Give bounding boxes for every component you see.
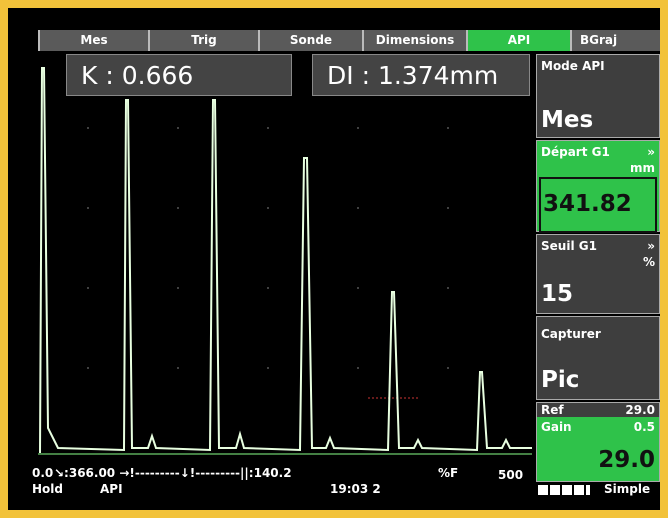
mode-panel[interactable]: Mode API Mes <box>536 54 660 138</box>
start-panel[interactable]: Départ G1 » mm 341.82 <box>536 140 660 233</box>
tab[interactable]: Mes <box>38 30 148 51</box>
grid-dots <box>87 127 449 369</box>
arrow: » <box>647 239 655 253</box>
status-time: 19:03 2 <box>330 482 381 496</box>
status-mode: API <box>100 482 123 496</box>
gain-panel[interactable]: Ref 29.0 Gain 0.5 29.0 <box>536 402 660 482</box>
capture-panel[interactable]: Capturer Pic <box>536 316 660 400</box>
label: Départ G1 <box>541 145 610 159</box>
k-readout: K : 0.666 <box>66 54 292 96</box>
value: 341.82 <box>543 191 632 217</box>
label: Capturer <box>541 327 601 341</box>
threshold-panel[interactable]: Seuil G1 » % 15 <box>536 234 660 314</box>
waveform <box>39 67 532 454</box>
value: Mes <box>541 107 594 133</box>
tab[interactable]: Trig <box>148 30 258 51</box>
tab[interactable]: BGraj <box>570 30 660 51</box>
tab[interactable]: Sonde <box>258 30 362 51</box>
value: 29.0 <box>598 447 655 473</box>
value: 0.5 <box>633 420 655 434</box>
tab[interactable]: API <box>466 30 570 51</box>
status-left: 0.0 <box>32 466 54 480</box>
status-scale: ↘:366.00 →!---------↓!---------||:140.2 <box>54 466 292 480</box>
status-unit: %F <box>438 466 459 480</box>
unit: % <box>642 255 655 269</box>
status-simple: Simple <box>604 482 651 496</box>
status-hold: Hold <box>32 482 63 496</box>
label: Ref <box>541 403 564 417</box>
label: Mode API <box>541 59 605 73</box>
status-right: 500 <box>498 468 524 482</box>
device-screen: Mes Trig Sonde Dimensions API BGraj K : … <box>8 8 660 510</box>
value: 15 <box>541 281 574 307</box>
label: Seuil G1 <box>541 239 597 253</box>
value: 29.0 <box>625 403 655 417</box>
tab[interactable]: Dimensions <box>362 30 466 51</box>
waveform-area <box>38 67 532 455</box>
unit: mm <box>629 161 655 175</box>
battery <box>538 485 590 495</box>
arrow: » <box>647 145 655 159</box>
di-readout: DI : 1.374mm <box>312 54 530 96</box>
label: Gain <box>541 420 572 434</box>
value: Pic <box>541 367 580 393</box>
